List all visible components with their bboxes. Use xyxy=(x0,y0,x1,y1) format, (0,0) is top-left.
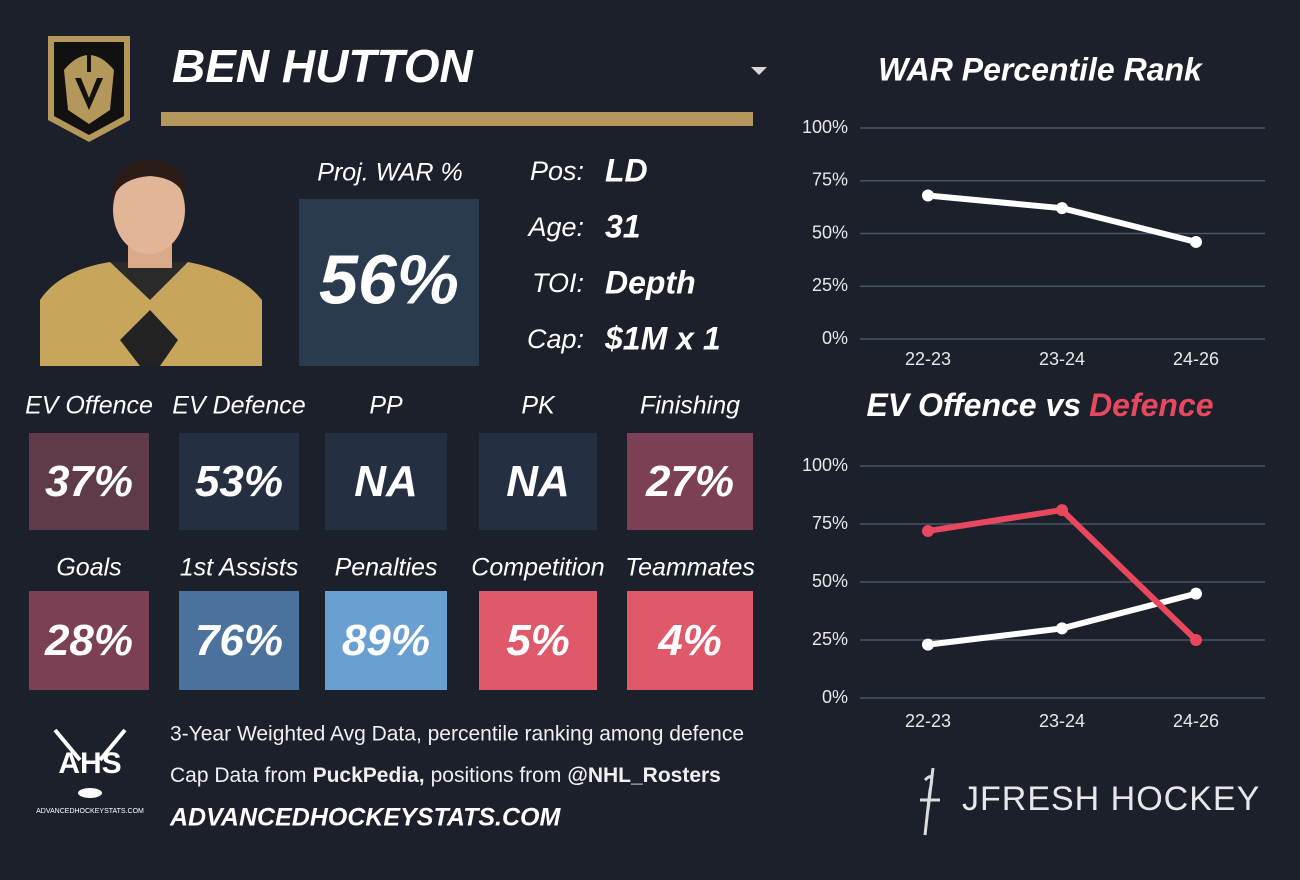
projection-value: 56% xyxy=(319,240,459,318)
dropdown-arrow[interactable] xyxy=(751,67,767,75)
info-label: TOI: xyxy=(532,268,584,298)
tile-box xyxy=(325,591,447,690)
ahs-logo-text: AHS xyxy=(58,747,121,780)
team-logo xyxy=(48,36,130,142)
stat-tiles: EV Offence 37% EV Defence 53% PP NA PK NA Finish… xyxy=(25,392,755,690)
data-point xyxy=(1056,202,1068,215)
charts: WAR Percentile Rank 0% 25% 50% 75% 100% 22-23 2… xyxy=(802,51,1265,731)
footer-text: Cap Data from xyxy=(170,764,307,787)
footer-link[interactable]: @NHL_Rosters xyxy=(567,764,721,787)
data-point xyxy=(1056,504,1068,517)
tile-box xyxy=(325,433,447,530)
tile-label: Penalties xyxy=(335,554,438,582)
tile-box xyxy=(179,433,299,530)
tile-box xyxy=(29,433,149,530)
tile-box xyxy=(479,591,597,690)
tile-value: 4% xyxy=(657,616,722,665)
y-tick-label: 50% xyxy=(812,222,848,242)
y-tick-label: 25% xyxy=(812,629,848,649)
tile-label: Teammates xyxy=(625,554,755,582)
data-point xyxy=(922,189,934,202)
tile-value: 53% xyxy=(195,457,283,506)
tile-label: Competition xyxy=(471,554,604,582)
info-value: 31 xyxy=(605,208,641,244)
y-tick-label: 75% xyxy=(812,170,848,190)
ahs-logo: AHS ADVANCEDHOCKEYSTATS.COM xyxy=(36,728,144,815)
chart-title: EV Offence vs Defence xyxy=(866,387,1213,423)
player-photo xyxy=(40,160,262,366)
info-value: $1M x 1 xyxy=(604,320,721,356)
y-tick-label: 50% xyxy=(812,571,848,591)
y-tick-label: 100% xyxy=(802,117,848,137)
x-tick-label: 22-23 xyxy=(905,711,951,731)
tile-value: 89% xyxy=(342,616,430,665)
tile-value: NA xyxy=(354,457,418,506)
footer-sources: Cap Data from PuckPedia, positions from @NH… xyxy=(170,764,721,787)
info-label: Age: xyxy=(526,212,584,242)
tile-label: Goals xyxy=(56,554,121,582)
x-tick-label: 23-24 xyxy=(1039,711,1085,731)
ahs-logo-caption: ADVANCEDHOCKEYSTATS.COM xyxy=(36,808,144,815)
footer-text: positions from xyxy=(431,764,562,787)
data-point xyxy=(1190,587,1202,600)
tile-label: PK xyxy=(521,392,556,420)
projection-label: Proj. WAR % xyxy=(317,159,462,187)
footer-note: 3-Year Weighted Avg Data, percentile ran… xyxy=(170,723,744,746)
name-underline xyxy=(161,112,753,126)
info-value: LD xyxy=(605,152,648,188)
tile-value: 28% xyxy=(44,616,133,665)
info-label: Pos: xyxy=(530,156,584,186)
tile-label: EV Defence xyxy=(172,392,305,420)
website[interactable]: ADVANCEDHOCKEYSTATS.COM xyxy=(169,804,561,832)
tile-box xyxy=(627,591,753,690)
tile-value: 5% xyxy=(506,616,570,665)
y-tick-label: 25% xyxy=(812,275,848,295)
tile-box xyxy=(627,433,753,530)
tile-box xyxy=(179,591,299,690)
data-point xyxy=(1190,634,1202,646)
tile-label: 1st Assists xyxy=(180,554,299,582)
tile-value: 37% xyxy=(45,457,133,506)
info-value: Depth xyxy=(605,264,696,300)
info-label: Cap: xyxy=(527,324,584,354)
tile-label: EV Offence xyxy=(25,392,153,420)
x-tick-label: 24-26 xyxy=(1173,711,1219,731)
x-tick-label: 23-24 xyxy=(1039,349,1085,369)
y-tick-label: 0% xyxy=(822,328,848,348)
data-point xyxy=(922,638,934,651)
tile-box xyxy=(479,433,597,530)
chart-title: WAR Percentile Rank xyxy=(878,51,1204,87)
tile-value: 27% xyxy=(645,457,734,506)
projection-box xyxy=(299,199,479,366)
tile-label: PP xyxy=(369,392,403,420)
y-tick-label: 75% xyxy=(812,513,848,533)
data-point xyxy=(922,524,934,537)
brand-name: JFRESH HOCKEY xyxy=(962,780,1260,818)
tile-value: 76% xyxy=(195,616,283,665)
tile-box xyxy=(29,591,149,690)
data-point xyxy=(1190,235,1202,248)
brand-logo xyxy=(920,767,940,836)
tile-value: NA xyxy=(506,457,570,506)
tile-label: Finishing xyxy=(640,392,740,420)
x-tick-label: 24-26 xyxy=(1173,349,1219,369)
x-tick-label: 22-23 xyxy=(905,349,951,369)
info-list: Pos: LD Age: 31 TOI: Depth Cap: $1M x 1 xyxy=(526,152,720,356)
y-tick-label: 100% xyxy=(802,455,848,475)
y-tick-label: 0% xyxy=(822,687,848,707)
player-name: BEN HUTTON xyxy=(172,40,473,92)
chart-title-part: Defence xyxy=(1089,387,1214,423)
chart-title-part: EV Offence vs xyxy=(866,387,1081,423)
footer-link[interactable]: PuckPedia, xyxy=(313,764,425,787)
data-point xyxy=(1056,622,1068,635)
